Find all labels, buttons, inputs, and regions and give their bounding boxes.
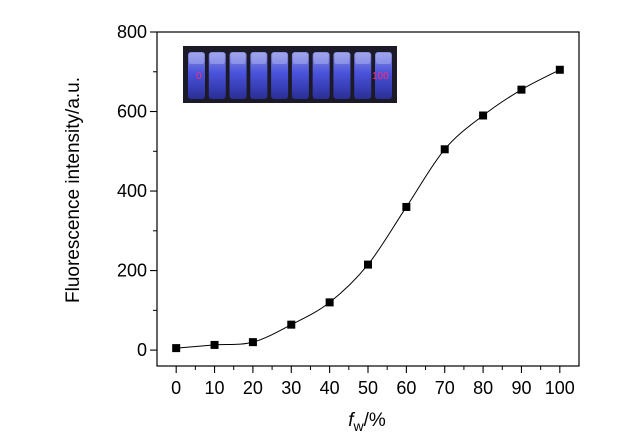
x-axis-label-suffix: /% (364, 410, 386, 431)
vial (333, 52, 351, 99)
inset-photo: 0 100 (183, 46, 397, 103)
inset-label-left: 0 (196, 71, 202, 82)
x-axis-label: fw/% (348, 410, 386, 434)
vial-cap (292, 53, 308, 64)
vial-body (291, 52, 309, 99)
data-point (479, 111, 488, 120)
x-tick-label: 60 (396, 378, 416, 398)
vial-body (229, 52, 247, 99)
data-point (555, 65, 564, 74)
x-tick-label: 20 (243, 378, 263, 398)
data-point (287, 320, 296, 329)
vial-body (312, 52, 330, 99)
vial-body (208, 52, 226, 99)
data-point (364, 260, 372, 269)
vial (188, 52, 205, 99)
vial (271, 52, 289, 99)
y-axis-label: Fluorescence intensity/a.u. (63, 77, 84, 303)
series-line (176, 69, 561, 349)
vial-cap (251, 53, 267, 64)
vial-cap (334, 53, 350, 64)
data-point (402, 202, 411, 211)
inset-label-right: 100 (372, 71, 389, 82)
x-tick-label: 80 (473, 378, 493, 398)
vial-cap (376, 53, 391, 64)
vial (354, 52, 372, 99)
vial (229, 52, 247, 99)
series-layer (172, 65, 564, 353)
vial-body (375, 52, 392, 99)
data-point (210, 340, 219, 349)
vial (312, 52, 330, 99)
y-tick-label: 600 (117, 102, 147, 122)
y-tick-label: 0 (137, 340, 147, 360)
vial-cap (230, 53, 246, 64)
vial-body (354, 52, 372, 99)
x-tick-label: 100 (545, 378, 575, 398)
x-tick-label: 30 (281, 378, 301, 398)
vial-cap (272, 53, 288, 64)
x-axis-label-base: f (348, 410, 355, 431)
vial-row (188, 52, 392, 99)
y-tick-label: 400 (117, 181, 147, 201)
y-tick-label: 800 (117, 22, 147, 42)
x-tick-label: 50 (358, 378, 378, 398)
x-axis-label-sub: w (352, 418, 364, 434)
vial (291, 52, 309, 99)
vial (208, 52, 226, 99)
data-point (172, 344, 181, 353)
vial (250, 52, 268, 99)
vial (375, 52, 392, 99)
vial-cap (209, 53, 225, 64)
vial-body (188, 52, 205, 99)
vial-body (271, 52, 289, 99)
vial-cap (313, 53, 329, 64)
vial-body (333, 52, 351, 99)
x-tick-label: 70 (435, 378, 455, 398)
data-point (325, 298, 334, 307)
x-tick-label: 90 (511, 378, 531, 398)
vial-cap (189, 53, 204, 64)
x-tick-label: 10 (205, 378, 225, 398)
x-tick-label: 40 (320, 378, 340, 398)
vial-body (250, 52, 268, 99)
x-tick-label: 0 (171, 378, 181, 398)
data-point (517, 85, 526, 94)
data-point (248, 338, 257, 347)
vial-cap (355, 53, 371, 64)
y-tick-label: 200 (117, 261, 147, 281)
data-point (440, 145, 449, 154)
axes: 0 10 20 30 40 50 60 70 80 90 100 0 200 400 600 800 (117, 22, 580, 398)
